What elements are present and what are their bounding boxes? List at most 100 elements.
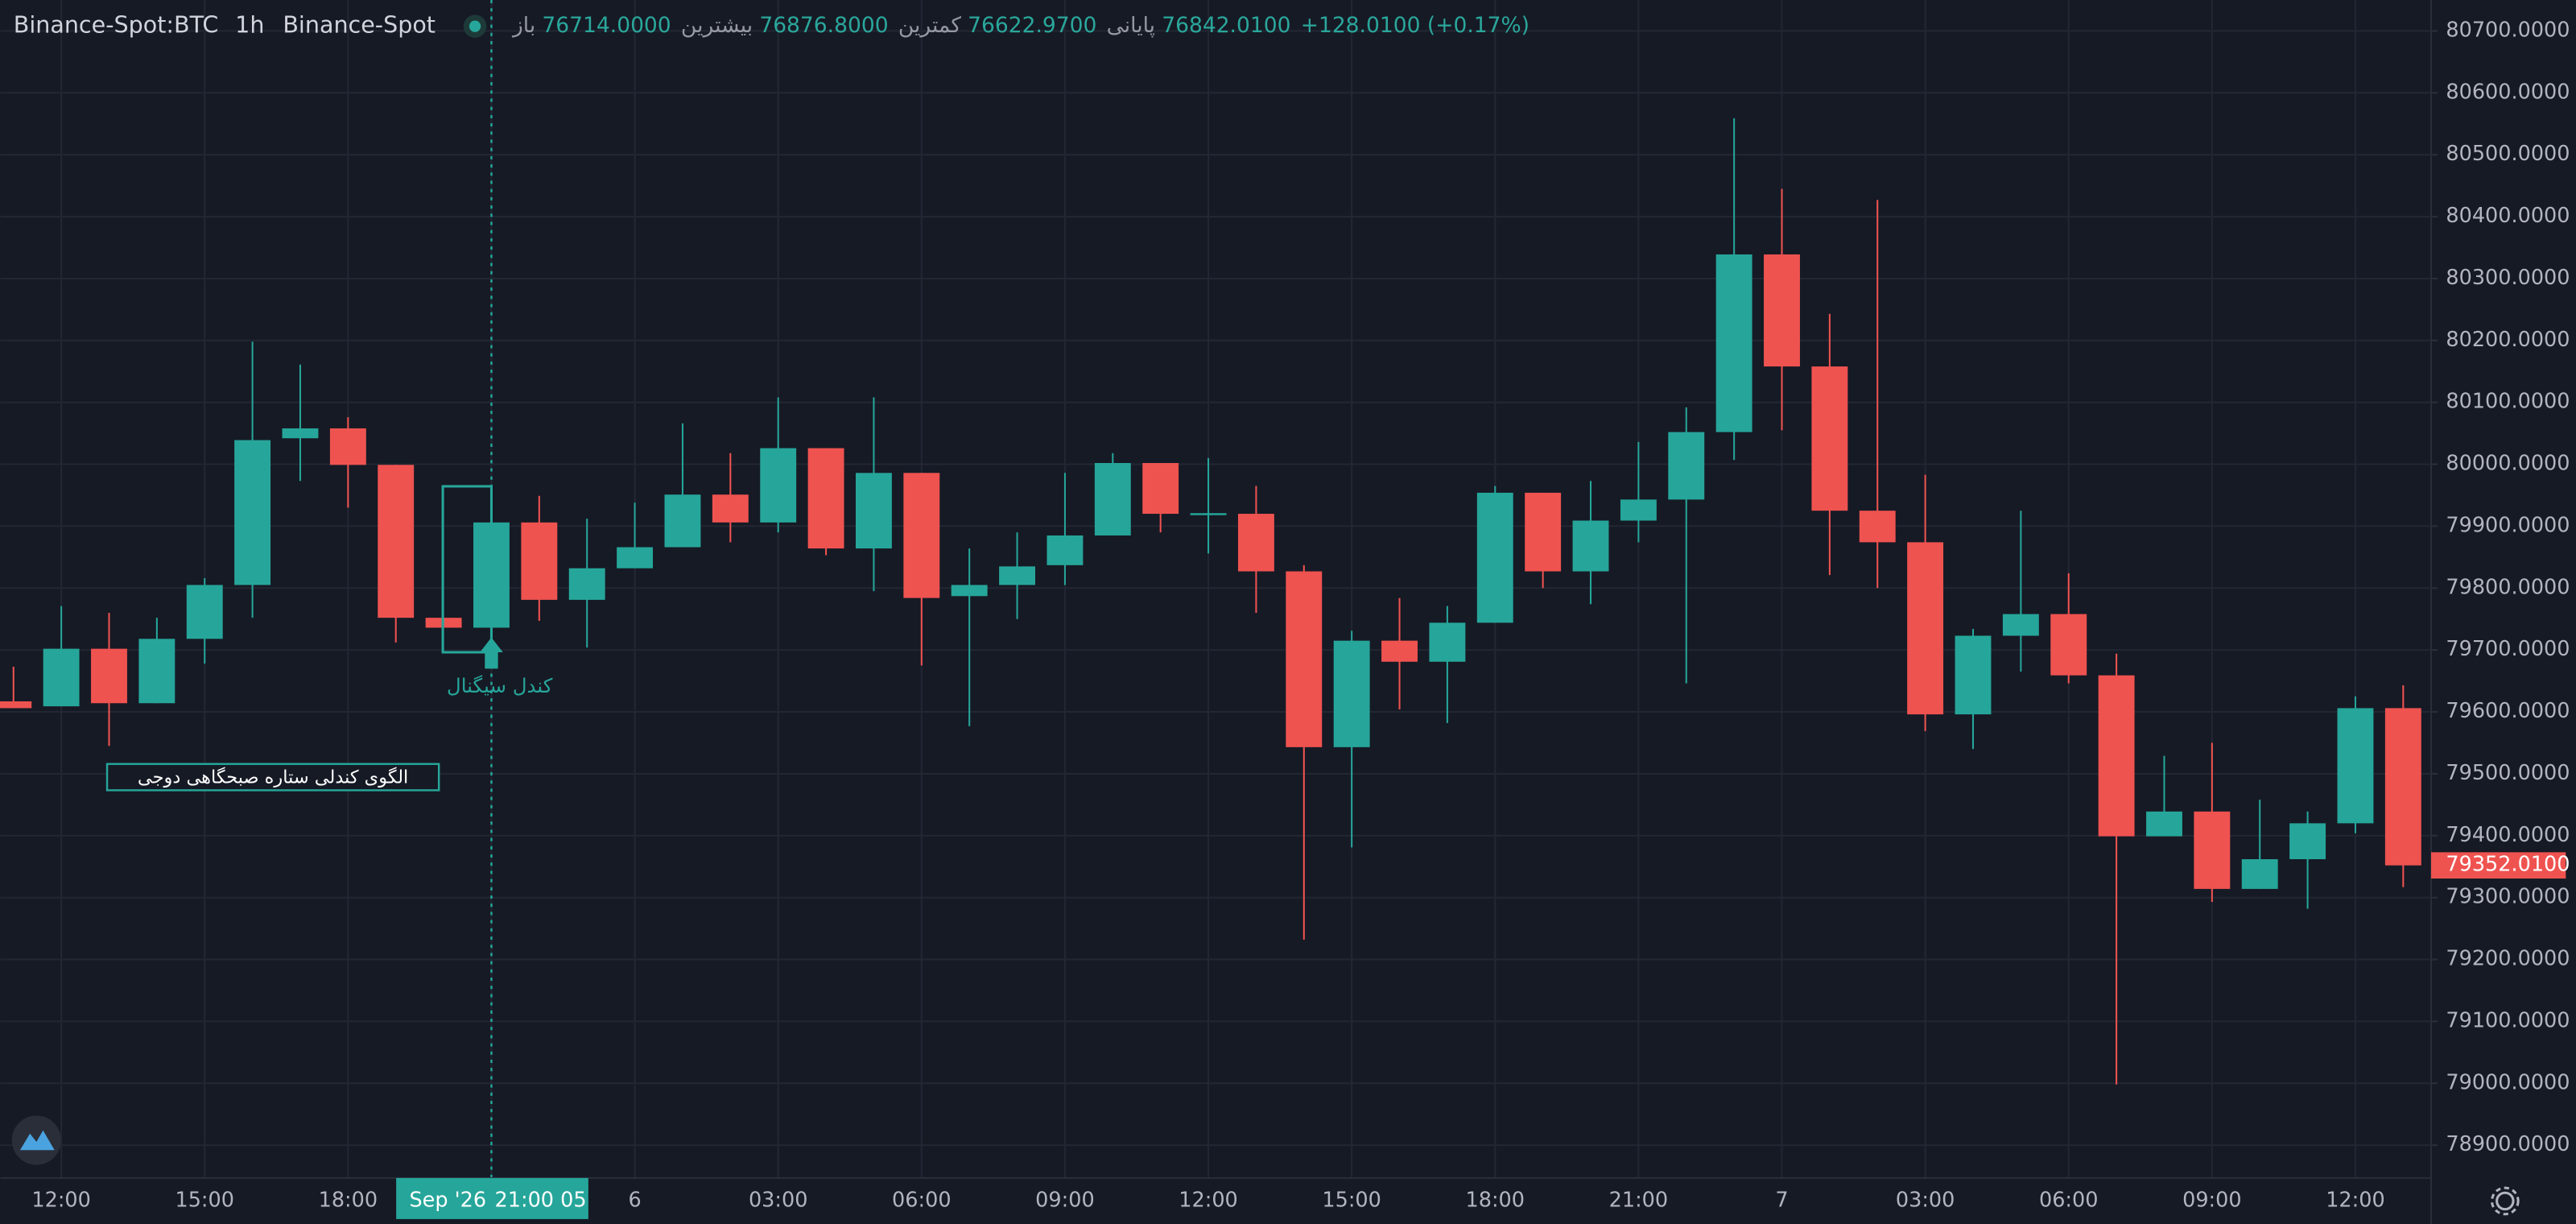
candle-body xyxy=(0,701,32,709)
crosshair-time: 21:00 05 xyxy=(495,1188,587,1212)
ohlc-value: 76876.8000 xyxy=(759,13,888,38)
candles: کندل سیگنال الگوی کندلی ستاره صبحگاهی دوج… xyxy=(0,0,2421,1178)
candle-body xyxy=(2194,811,2231,889)
candle-body xyxy=(1715,254,1752,432)
last-price-label: 79352.0100 xyxy=(2446,853,2570,877)
x-tick-label: 06:00 xyxy=(2039,1188,2099,1212)
candle-body xyxy=(1620,499,1657,521)
candle-body xyxy=(1381,640,1418,662)
ohlc-value: 76714.0000 xyxy=(542,13,671,38)
pattern-box xyxy=(105,763,440,792)
x-tick-label: 15:00 xyxy=(1322,1188,1381,1212)
ohlc-change: +128.0100 (+0.17%) xyxy=(1301,13,1530,38)
x-tick-label: 12:00 xyxy=(31,1188,91,1212)
grid xyxy=(0,0,2432,1178)
x-tick-label: 21:00 xyxy=(1609,1188,1669,1212)
y-tick-label: 79300.0000 xyxy=(2446,885,2570,909)
candle-body xyxy=(234,440,271,585)
candle-body xyxy=(2002,614,2039,636)
y-tick-label: 79200.0000 xyxy=(2446,947,2570,971)
ohlc-label: بیشترین xyxy=(681,13,753,38)
candle-body xyxy=(2146,811,2182,837)
settings[interactable] xyxy=(2490,1186,2520,1216)
x-tick-label: 03:00 xyxy=(1896,1188,1955,1212)
settings-icon[interactable] xyxy=(2496,1191,2515,1211)
candle-body xyxy=(903,473,940,598)
candle-body xyxy=(1286,571,1323,747)
candle-body xyxy=(2289,823,2326,859)
pattern-label: الگوی کندلی ستاره صبحگاهی دوجی xyxy=(138,767,408,788)
y-tick-label: 80400.0000 xyxy=(2446,204,2570,228)
y-tick-label: 79700.0000 xyxy=(2446,637,2570,661)
exchange: Binance-Spot xyxy=(283,11,436,39)
y-tick-label: 79100.0000 xyxy=(2446,1008,2570,1032)
x-tick-label: 03:00 xyxy=(749,1188,808,1212)
x-tick-label: 7 xyxy=(1775,1188,1788,1212)
candle-body xyxy=(951,585,988,597)
candle-body xyxy=(2050,614,2087,676)
candle-body xyxy=(91,648,127,704)
logo-circle[interactable] xyxy=(11,1115,61,1165)
candle-body xyxy=(856,473,892,549)
candle-body xyxy=(1572,520,1609,572)
signal-arrow xyxy=(480,637,503,669)
y-tick-label: 79900.0000 xyxy=(2446,513,2570,537)
candle-body xyxy=(43,648,80,707)
candle-body xyxy=(1333,640,1370,747)
x-tick-label: 12:00 xyxy=(2326,1188,2385,1212)
y-tick-label: 79400.0000 xyxy=(2446,823,2570,847)
status-dot xyxy=(469,20,481,32)
candle-body xyxy=(1668,432,1705,500)
symbol[interactable]: Binance-Spot:BTC xyxy=(14,11,219,39)
candle-body xyxy=(329,428,366,465)
logo-mark xyxy=(19,1130,55,1151)
x-tick-label: 06:00 xyxy=(892,1188,952,1212)
candle-body xyxy=(1811,366,1848,511)
y-tick-label: 79000.0000 xyxy=(2446,1070,2570,1094)
candle-body xyxy=(1955,635,1992,715)
x-tick-label: 12:00 xyxy=(1179,1188,1238,1212)
candle-body xyxy=(1764,254,1800,367)
candle-body xyxy=(2241,858,2278,889)
candle-body xyxy=(282,428,319,439)
candle-body xyxy=(378,465,415,618)
last-price-box xyxy=(2431,852,2566,879)
candle-body xyxy=(186,585,223,639)
x-tick-label: 09:00 xyxy=(2182,1188,2242,1212)
y-tick-label: 80500.0000 xyxy=(2446,142,2570,166)
candle-body xyxy=(712,494,749,523)
candle-body xyxy=(521,522,558,600)
candle-body xyxy=(1859,511,1896,543)
candle-body xyxy=(2337,708,2374,824)
x-tick-label: 18:00 xyxy=(1466,1188,1525,1212)
candle-body xyxy=(1525,492,1562,572)
candle-body xyxy=(664,494,701,548)
logo[interactable] xyxy=(11,1115,61,1165)
candle-body xyxy=(138,639,175,704)
y-tick-label: 80100.0000 xyxy=(2446,390,2570,414)
x-tick-label: 09:00 xyxy=(1035,1188,1094,1212)
candle-body xyxy=(807,448,844,549)
candle-body xyxy=(1429,622,1466,662)
x-tick-label: 15:00 xyxy=(175,1188,234,1212)
candle-body xyxy=(1094,463,1131,536)
interval[interactable]: 1h xyxy=(235,11,264,39)
candle-body xyxy=(617,547,654,569)
crosshair-date: Sep '26 xyxy=(409,1188,486,1212)
x-tick-label: 6 xyxy=(628,1188,641,1212)
candle-body xyxy=(568,568,605,600)
y-tick-label: 80700.0000 xyxy=(2446,18,2570,42)
y-tick-label: 79600.0000 xyxy=(2446,699,2570,723)
candle-body xyxy=(2098,675,2135,837)
header: Binance-Spot:BTC 1h Binance-Spot باز 7671… xyxy=(14,11,1530,39)
candle-body xyxy=(1046,535,1084,565)
axes: 78900.0000 79000.0000 79100.0000 79200.0000… xyxy=(31,18,2570,1219)
candle-body xyxy=(2384,708,2421,866)
candle-body xyxy=(1190,513,1227,515)
candle-body xyxy=(1237,514,1274,572)
candle-body xyxy=(1907,542,1944,715)
y-tick-label: 79500.0000 xyxy=(2446,761,2570,785)
candle-body xyxy=(999,566,1036,585)
